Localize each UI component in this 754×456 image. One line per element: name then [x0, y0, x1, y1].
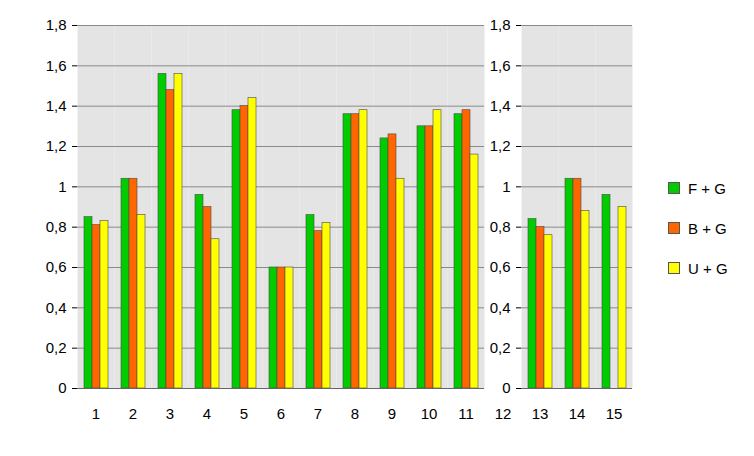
svg-text:8: 8	[351, 405, 359, 422]
svg-text:10: 10	[421, 405, 438, 422]
svg-text:9: 9	[388, 405, 396, 422]
svg-text:1,6: 1,6	[490, 57, 511, 74]
svg-text:1,2: 1,2	[490, 137, 511, 154]
html-text:B + G: B + G	[688, 219, 727, 237]
svg-text:0: 0	[58, 379, 66, 396]
svg-text:0,6: 0,6	[490, 258, 511, 275]
svg-text:11: 11	[458, 405, 474, 422]
svg-text:5: 5	[240, 405, 248, 422]
svg-text:13: 13	[532, 405, 549, 422]
svg-text:0,6: 0,6	[46, 258, 67, 275]
svg-text:1,4: 1,4	[490, 97, 511, 114]
svg-text:0,8: 0,8	[490, 218, 511, 235]
svg-text:1: 1	[502, 178, 510, 195]
svg-text:0,2: 0,2	[490, 339, 511, 356]
svg-text:1: 1	[92, 405, 100, 422]
svg-text:0,8: 0,8	[46, 218, 67, 235]
svg-text:15: 15	[606, 405, 623, 422]
svg-text:1,6: 1,6	[46, 57, 67, 74]
svg-text:2: 2	[129, 405, 137, 422]
html-text:F + G: F + G	[688, 179, 726, 197]
svg-text:1,4: 1,4	[46, 97, 67, 114]
svg-text:7: 7	[314, 405, 322, 422]
svg-text:1,2: 1,2	[46, 137, 67, 154]
svg-text:1: 1	[58, 178, 66, 195]
svg-text:0: 0	[502, 379, 510, 396]
svg-text:12: 12	[495, 405, 512, 422]
svg-text:0,2: 0,2	[46, 339, 67, 356]
html-text:U + G: U + G	[688, 259, 728, 277]
svg-text:6: 6	[277, 405, 285, 422]
svg-text:0,4: 0,4	[490, 299, 511, 316]
svg-text:0,4: 0,4	[46, 299, 67, 316]
svg-text:4: 4	[203, 405, 211, 422]
svg-text:1,8: 1,8	[490, 16, 511, 33]
svg-text:14: 14	[569, 405, 586, 422]
svg-text:1,8: 1,8	[46, 16, 67, 33]
svg-text:3: 3	[166, 405, 174, 422]
